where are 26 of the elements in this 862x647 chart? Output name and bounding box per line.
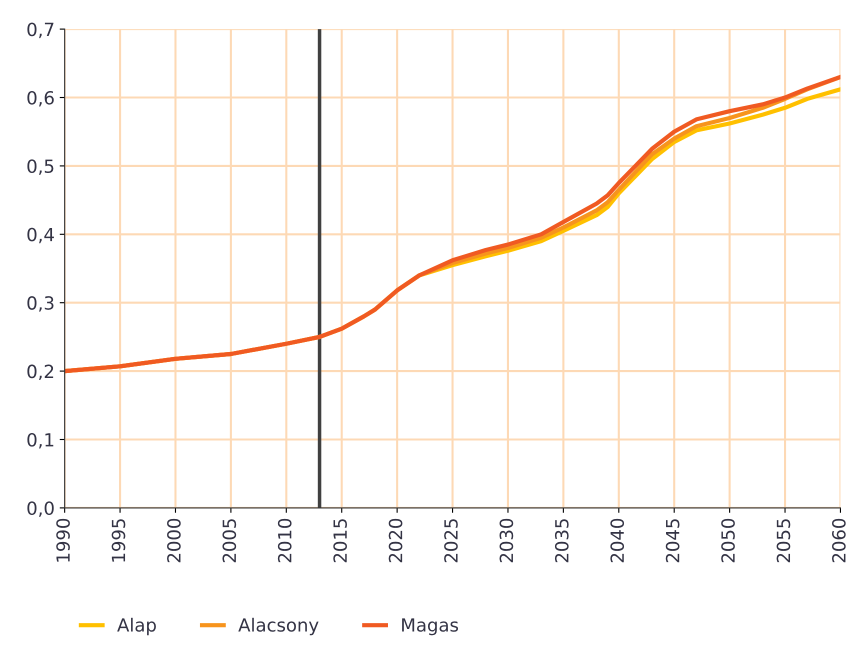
x-tick-label: 1995 [112, 519, 126, 562]
y-tick-label: 0,4 [27, 228, 54, 244]
x-tick-label: 2000 [167, 518, 181, 562]
x-tick-label: 2040 [610, 518, 624, 562]
y-tick-label: 0,0 [27, 501, 54, 517]
x-tick-label: 2035 [554, 519, 569, 562]
y-tick-label: 0,1 [27, 432, 54, 448]
x-tick-label: 2050 [721, 518, 735, 562]
x-tick-label: 2055 [776, 519, 790, 562]
legend-label: Alap [117, 618, 156, 636]
x-tick-label: 2025 [444, 519, 458, 562]
x-tick-label: 2020 [388, 518, 402, 562]
x-tick-label: 2060 [832, 518, 846, 562]
y-tick-label: 0,5 [27, 159, 54, 175]
y-tick-label: 0,7 [27, 22, 54, 38]
legend-label: Alacsony [238, 618, 319, 636]
x-tick-label: 1990 [56, 518, 70, 562]
x-tick-label: 2030 [500, 518, 514, 562]
x-tick-label: 2045 [666, 519, 680, 562]
y-tick-label: 0,6 [27, 90, 54, 106]
legend-label: Magas [402, 618, 458, 636]
y-tick-label: 0,2 [27, 364, 54, 380]
x-tick-label: 2010 [278, 518, 292, 562]
x-tick-label: 2005 [222, 519, 236, 562]
x-tick-label: 2015 [333, 519, 347, 562]
y-tick-label: 0,3 [27, 296, 54, 312]
